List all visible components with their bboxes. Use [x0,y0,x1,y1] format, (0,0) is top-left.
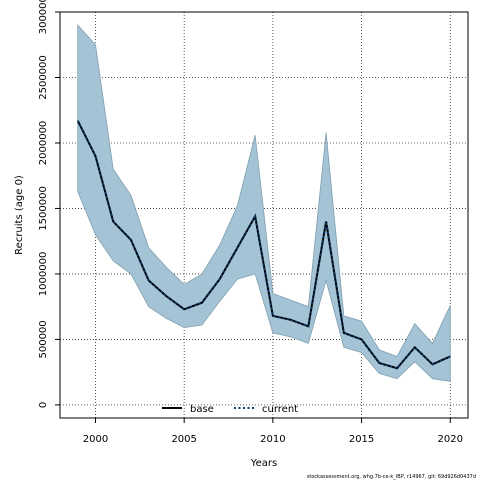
y-tick-label: 500000 [38,320,49,358]
legend: base current [162,404,298,415]
series-line-base [76,120,451,370]
x-tick-label: 2000 [83,434,108,445]
x-tick-label: 2010 [260,434,285,445]
y-tick-label: 2500000 [38,55,49,100]
footer-note: stockassessment.org, whg.7b-ce-k_IBP, r1… [307,474,476,480]
confidence-band [77,24,451,382]
y-tick-label: 3000000 [38,0,49,34]
series-layer [76,120,451,370]
y-tick-label: 1500000 [38,186,49,231]
confidence-band-layer [77,24,451,382]
x-tick-label: 2020 [438,434,463,445]
y-tick-label: 2000000 [38,121,49,166]
legend-label-current: current [262,404,298,415]
y-tick-label: 0 [38,402,49,408]
plot-frame [59,11,469,419]
legend-label-base: base [190,404,214,415]
x-tick-label: 2015 [349,434,374,445]
x-axis-title: Years [250,458,277,469]
y-axis-title: Recruits (age 0) [14,175,25,255]
axes: 2000 2005 2010 2015 2020 0 500000 1000000 150000… [38,0,463,445]
x-tick-label: 2005 [171,434,196,445]
y-tick-label: 1000000 [38,252,49,297]
